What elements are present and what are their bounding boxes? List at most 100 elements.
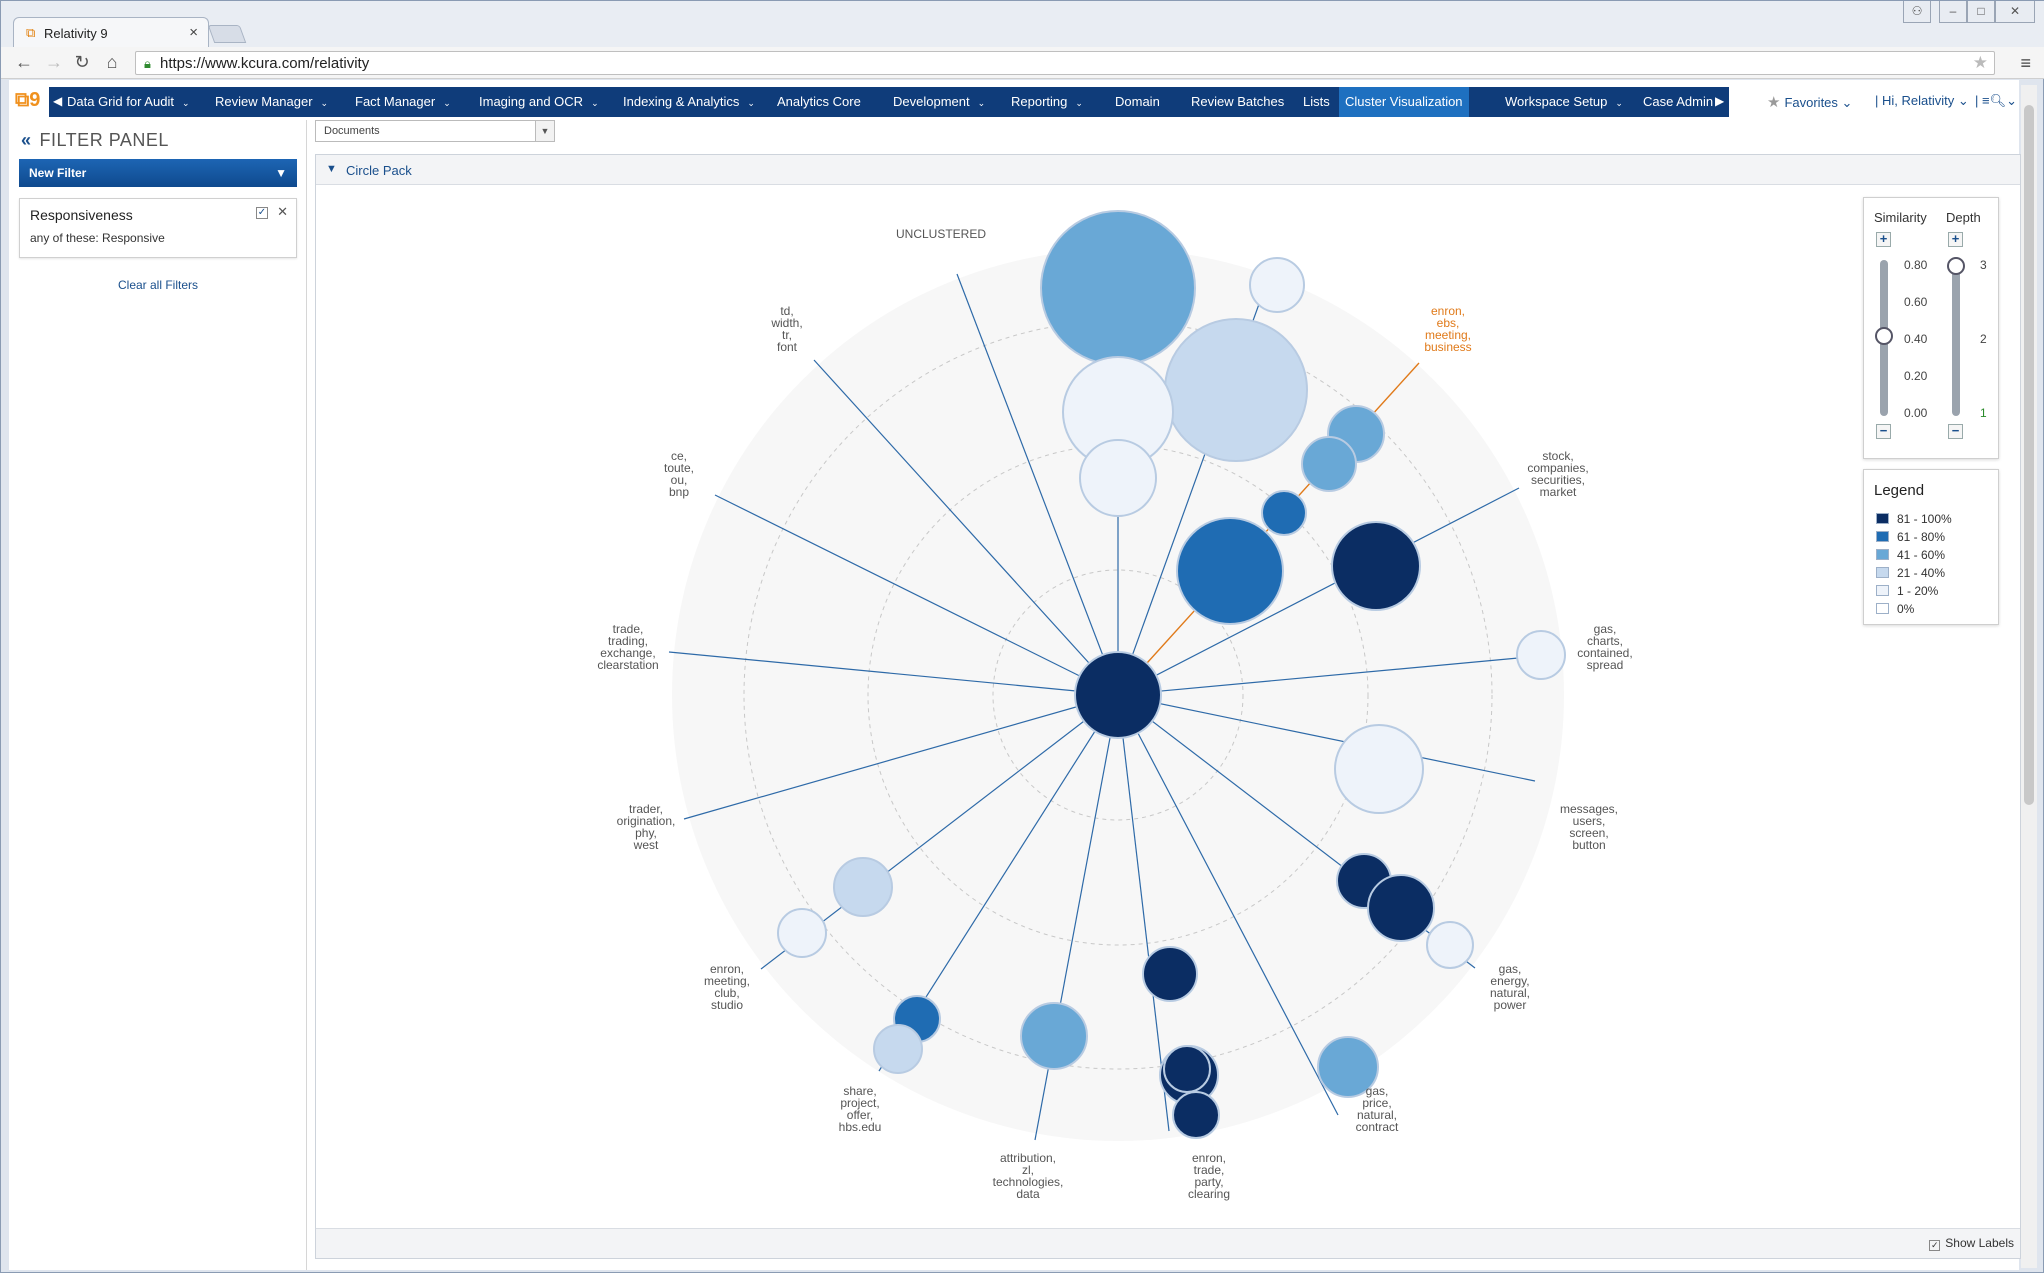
circle-pack-header[interactable]: ▼ Circle Pack (316, 155, 2020, 185)
chevron-down-icon[interactable]: ⌄ (181, 98, 190, 108)
browser-tab[interactable]: ⧉ Relativity 9 × (13, 17, 209, 47)
nav-tab[interactable]: Imaging and OCR ⌄ (473, 87, 605, 117)
page-scrollbar[interactable] (2021, 85, 2037, 1268)
nav-tab[interactable]: Reporting ⌄ (1005, 87, 1089, 117)
cluster-bubble[interactable] (1164, 318, 1308, 462)
nav-tab[interactable]: Review Batches (1185, 87, 1290, 117)
cluster-bubble[interactable] (1079, 439, 1157, 517)
depth-slider-thumb[interactable] (1947, 257, 1965, 275)
nav-tab[interactable]: Development ⌄ (887, 87, 991, 117)
relativity-logo-icon[interactable]: ⧉9 (15, 89, 41, 111)
depth-ring[interactable] (992, 569, 1244, 821)
nav-tab[interactable]: Cluster Visualization (1339, 87, 1469, 117)
minimize-icon[interactable]: – (1939, 1, 1967, 23)
filter-checkbox[interactable]: ✓ (256, 207, 268, 219)
cluster-bubble[interactable] (1172, 1091, 1220, 1139)
cluster-label-line: west (633, 838, 659, 852)
chevron-down-icon[interactable]: ⌄ (591, 98, 599, 108)
new-filter-button[interactable]: New Filter ▼ (19, 159, 297, 187)
user-icon[interactable]: ⚇ (1903, 1, 1931, 23)
depth-decrease-button[interactable]: − (1948, 424, 1963, 439)
legend-item: 81 - 100% (1876, 512, 1952, 526)
cluster-bubble[interactable] (1367, 874, 1435, 942)
filter-panel: « FILTER PANEL New Filter ▼ Responsiveness… (9, 120, 307, 1270)
cluster-bubble[interactable] (1261, 490, 1307, 536)
cluster-bubble[interactable] (833, 857, 893, 917)
title-bar: ⧉ Relativity 9 × ⚇ – □ ✕ (1, 1, 2044, 47)
cluster-bubble[interactable] (1331, 521, 1421, 611)
cluster-label: UNCLUSTERED (896, 227, 986, 241)
nav-tab-label: Cluster Visualization (1345, 94, 1463, 109)
address-bar[interactable]: 🔒︎ https://www.kcura.com/relativity ★ (135, 51, 1995, 75)
collapse-panel-icon[interactable]: « (21, 130, 32, 150)
chevron-down-icon[interactable]: ⌄ (1075, 98, 1083, 108)
home-icon[interactable]: ⌂ (106, 52, 118, 72)
similarity-slider-thumb[interactable] (1875, 327, 1893, 345)
nav-tab[interactable]: Data Grid for Audit ⌄ (61, 87, 196, 117)
scroll-tabs-right-icon[interactable]: ▶ (1715, 94, 1725, 108)
cluster-label-line: data (1016, 1187, 1040, 1201)
nav-tab[interactable]: Indexing & Analytics ⌄ (617, 87, 761, 117)
nav-tab[interactable]: Review Manager ⌄ (209, 87, 334, 117)
cluster-label-line: natural, (1490, 986, 1530, 1000)
favorites-menu[interactable]: ★ Favorites ⌄ (1767, 94, 1853, 111)
chevron-down-icon[interactable]: ▼ (535, 120, 555, 142)
chevron-down-icon[interactable]: ⌄ (747, 98, 755, 108)
scrollbar-thumb[interactable] (2024, 105, 2034, 805)
reload-icon[interactable]: ↻ (74, 52, 90, 72)
show-labels-toggle[interactable]: ✓ Show Labels (1929, 1236, 2014, 1251)
cluster-bubble[interactable] (1334, 724, 1424, 814)
browser-menu-icon[interactable]: ≡ (2020, 53, 2031, 73)
nav-tab[interactable]: Lists (1297, 87, 1336, 117)
cluster-label-line: trade, (613, 622, 644, 636)
cluster-bubble[interactable] (1249, 257, 1305, 313)
show-labels-checkbox[interactable]: ✓ (1929, 1240, 1941, 1251)
chevron-down-icon[interactable]: ⌄ (320, 98, 329, 108)
nav-tab[interactable]: Domain (1109, 87, 1166, 117)
chevron-down-icon[interactable]: ⌄ (977, 98, 986, 108)
cluster-bubble[interactable] (873, 1024, 923, 1074)
filter-card[interactable]: Responsiveness any of these: Responsive … (19, 198, 297, 258)
nav-tab[interactable]: Case Admin (1637, 87, 1719, 117)
depth-increase-button[interactable]: + (1948, 232, 1963, 247)
clear-all-filters-link[interactable]: Clear all Filters (117, 278, 198, 292)
nav-tab[interactable]: Analytics Core (771, 87, 867, 117)
cluster-bubble[interactable] (1301, 436, 1357, 492)
collapse-triangle-icon[interactable]: ▼ (326, 163, 337, 175)
cluster-bubble[interactable] (1163, 1045, 1211, 1093)
cluster-bubble[interactable] (1516, 630, 1566, 680)
legend-title: Legend (1874, 482, 1925, 499)
root-cluster-bubble[interactable] (1074, 651, 1162, 739)
maximize-icon[interactable]: □ (1967, 1, 1995, 23)
cluster-bubble[interactable] (1426, 921, 1474, 969)
cluster-label-line: studio (711, 998, 743, 1012)
cluster-label-line: project, (840, 1096, 879, 1110)
cluster-label: share, project, offer, hbs.edu (839, 1084, 882, 1134)
cluster-label-line: td, (780, 304, 793, 318)
cluster-label-line: gas, (1366, 1084, 1389, 1098)
cluster-spoke (1117, 694, 1536, 782)
cluster-bubble[interactable] (1040, 210, 1196, 366)
remove-filter-icon[interactable]: ✕ (277, 204, 288, 219)
close-tab-icon[interactable]: × (189, 24, 198, 41)
bookmark-star-icon[interactable]: ★ (1972, 53, 1988, 72)
search-icon[interactable]: | ≡🔍︎⌄ (1975, 93, 2017, 108)
documents-select[interactable]: Documents ▼ (315, 120, 555, 142)
forward-icon[interactable]: → (45, 52, 63, 72)
close-window-icon[interactable]: ✕ (1995, 1, 2035, 23)
chevron-down-icon[interactable]: ⌄ (1615, 98, 1623, 108)
cluster-bubble[interactable] (777, 908, 827, 958)
chevron-down-icon[interactable]: ⌄ (443, 98, 451, 108)
similarity-decrease-button[interactable]: − (1876, 424, 1891, 439)
back-icon[interactable]: ← (15, 52, 33, 72)
cluster-bubble[interactable] (1317, 1036, 1379, 1098)
nav-tab[interactable]: Fact Manager ⌄ (349, 87, 457, 117)
user-menu[interactable]: | Hi, Relativity ⌄ (1875, 93, 1969, 108)
scroll-tabs-left-icon[interactable]: ◀ (53, 94, 63, 108)
depth-slider-track[interactable] (1952, 260, 1960, 416)
nav-tab[interactable]: Workspace Setup ⌄ (1499, 87, 1629, 117)
cluster-bubble[interactable] (1142, 946, 1198, 1002)
similarity-increase-button[interactable]: + (1876, 232, 1891, 247)
cluster-bubble[interactable] (1020, 1002, 1088, 1070)
cluster-bubble[interactable] (1176, 517, 1284, 625)
